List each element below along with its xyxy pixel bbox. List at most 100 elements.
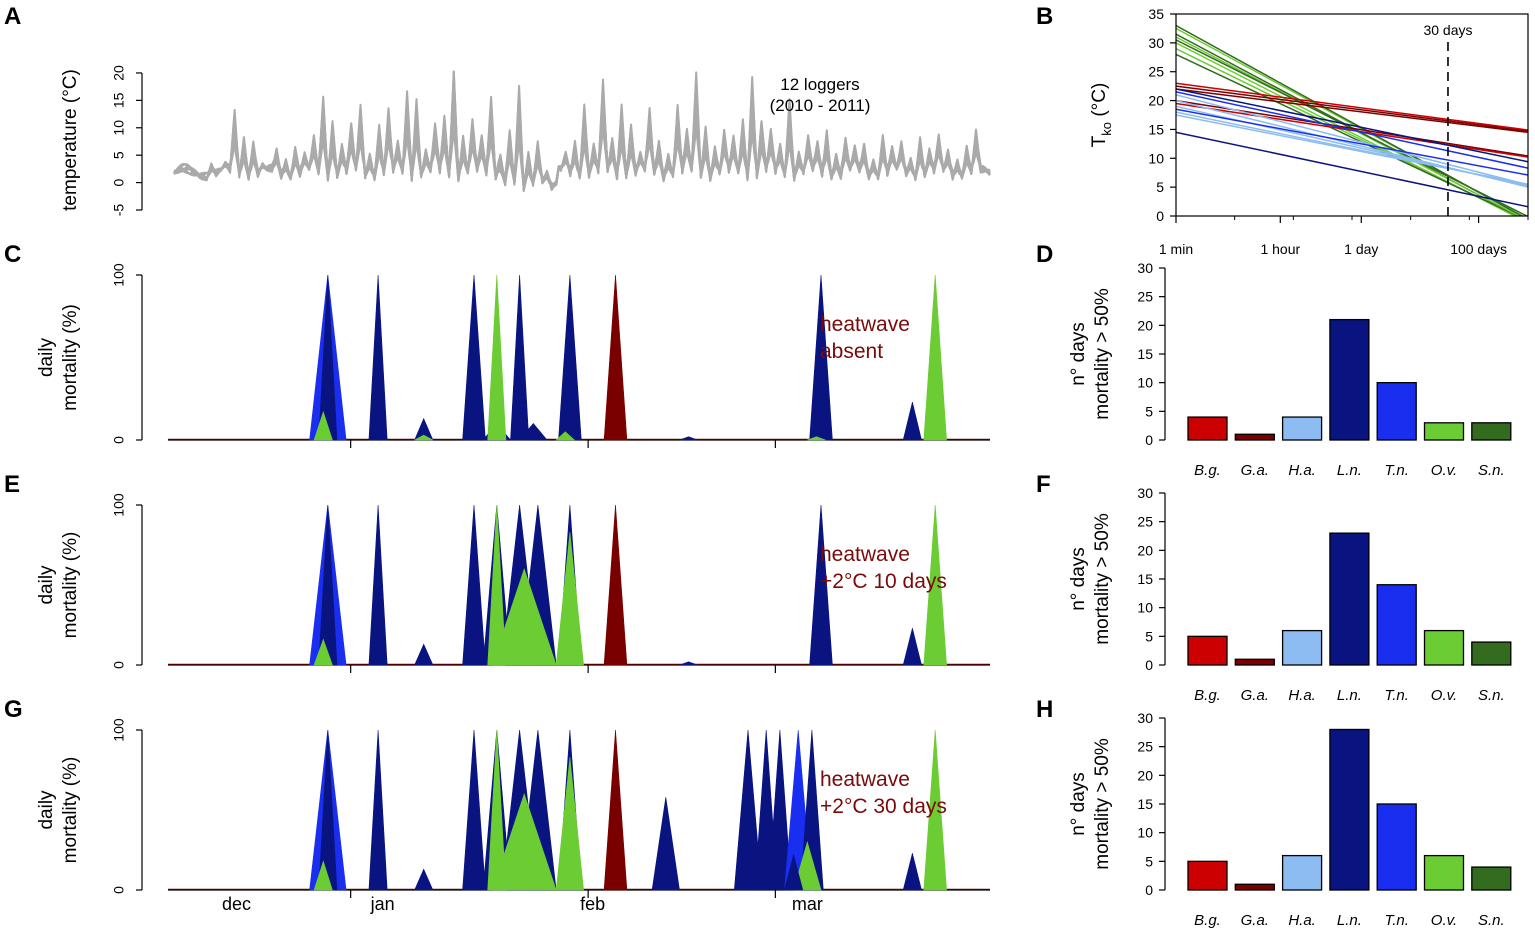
y-tick-label: 25: [1137, 289, 1153, 305]
y-tick-label: -5: [111, 204, 127, 217]
y-axis-label-line2: mortality > 50%: [1092, 513, 1113, 645]
bar-bg: [1187, 860, 1228, 891]
panel-label-f: F: [1036, 471, 1051, 498]
tko-line-bg: [1176, 82, 1528, 131]
mortality-peak-ln: [368, 729, 388, 891]
month-label: mar: [792, 894, 823, 914]
bar-category-label: T.n.: [1384, 687, 1408, 704]
y-label-unit: (°C): [1089, 83, 1110, 122]
bar-category-label: O.v.: [1431, 687, 1457, 704]
bar-category-label: T.n.: [1384, 462, 1408, 479]
logger-traces: [173, 70, 991, 193]
x-tick-label: 1 min: [1159, 241, 1193, 257]
mortality-peak-ov: [313, 410, 333, 441]
y-tick-label: 25: [1148, 64, 1164, 80]
x-axis-ticks: 1 min 1 hour 1 day 100 days: [1159, 216, 1529, 257]
y-tick-label: 0: [111, 178, 127, 186]
y-tick-label: 20: [1137, 542, 1153, 558]
bar-category-label: B.g.: [1194, 687, 1221, 704]
panel-label-e: E: [4, 471, 20, 498]
mortality-peak-ga: [603, 729, 628, 891]
mortality-peak-ov: [414, 434, 434, 441]
y-axis-label: temperature (°C): [60, 69, 81, 211]
y-tick-label: 10: [1137, 600, 1153, 616]
y-axis-label-line2: mortality (%): [60, 532, 81, 639]
y-tick-label: 10: [1148, 150, 1164, 166]
y-tick-label: 30: [1137, 260, 1153, 276]
bar-sn: [1471, 641, 1512, 666]
mortality-peak-ln: [462, 729, 486, 891]
scenario-label-line1: heatwave: [820, 768, 910, 791]
mortality-peak-ln: [679, 661, 698, 666]
y-tick-label: 0: [111, 436, 127, 444]
mortality-peak-ov: [491, 568, 557, 666]
y-axis-ticks: -5 0 5 10 15 20: [111, 65, 142, 216]
y-tick-label: 25: [1137, 514, 1153, 530]
bar-category-label: B.g.: [1194, 462, 1221, 479]
bar-category-label: B.g.: [1194, 912, 1221, 929]
y-axis-label-line2: mortality (%): [60, 757, 81, 864]
panel-g-mortality-chart: 100 0 daily mortality (%) heatwave +2°C 30 da…: [36, 718, 990, 914]
mortality-peak-ga: [603, 504, 628, 666]
y-tick-label: 0: [111, 661, 127, 669]
y-tick-label: 20: [1148, 93, 1164, 109]
tko-lines: [1176, 24, 1528, 216]
bar-ga: [1234, 433, 1275, 441]
bar-tn: [1376, 382, 1417, 441]
y-tick-label: 20: [1137, 767, 1153, 783]
y-tick-label: 0: [111, 886, 127, 894]
scenario-label-line2: absent: [820, 340, 883, 363]
y-tick-label: 5: [1145, 403, 1153, 419]
bar-category-label: H.a.: [1288, 912, 1316, 929]
tko-line-tn: [1176, 91, 1528, 169]
y-axis-label-line2: mortality > 50%: [1092, 738, 1113, 870]
y-axis-label-line1: n° days: [1068, 772, 1089, 836]
mortality-peak-ln: [414, 643, 434, 666]
y-axis-label: Tko (°C): [1089, 83, 1114, 148]
y-axis-ticks: 0 5 10 15 20 25 30 35: [1148, 6, 1176, 224]
y-tick-label: 25: [1137, 739, 1153, 755]
bar-sn: [1471, 422, 1512, 441]
bar-bg: [1187, 416, 1228, 441]
panel-label-g: G: [4, 696, 23, 723]
y-axis-label-line1: n° days: [1068, 322, 1089, 386]
bar-ha: [1281, 854, 1323, 891]
y-tick-label: 35: [1148, 6, 1164, 22]
y-label-subscript: ko: [1099, 122, 1114, 136]
y-tick-label: 0: [1145, 882, 1153, 898]
bar-ov: [1423, 422, 1465, 441]
tko-line-ga: [1176, 88, 1528, 134]
mortality-peak-ga: [603, 274, 628, 441]
y-tick-label: 15: [1137, 796, 1153, 812]
y-tick-label: 30: [1137, 710, 1153, 726]
bar-category-label: O.v.: [1431, 912, 1457, 929]
mortality-peak-ln: [902, 853, 922, 891]
bar-category-label: H.a.: [1288, 462, 1316, 479]
bar-ga: [1234, 883, 1275, 891]
y-tick-label: 15: [1137, 346, 1153, 362]
panel-e-mortality-chart: 100 0 daily mortality (%) heatwave +2°C 10 da…: [36, 493, 990, 673]
mortality-peak-ov: [487, 274, 507, 441]
tko-line-ha: [1176, 94, 1528, 186]
tko-line-tn: [1176, 108, 1528, 176]
y-tick-label: 5: [111, 151, 127, 159]
bar-ha: [1281, 416, 1323, 441]
tko-line-ha: [1176, 114, 1528, 185]
mortality-peak-ov: [555, 532, 584, 666]
bar-category-label: H.a.: [1288, 687, 1316, 704]
panel-label-b: B: [1036, 3, 1053, 30]
tko-line-ln: [1176, 88, 1528, 163]
bar-category-label: L.n.: [1337, 912, 1362, 929]
years-annotation: (2010 - 2011): [770, 96, 871, 115]
mortality-peak-ov: [923, 729, 947, 891]
mortality-peak-ln: [733, 729, 763, 891]
bar-ga: [1234, 658, 1275, 666]
y-tick-label: 10: [1137, 825, 1153, 841]
y-axis-label-line2: mortality (%): [60, 304, 81, 411]
y-label-main: T: [1089, 135, 1110, 147]
mortality-peak-ln: [368, 274, 388, 441]
y-axis-label-line1: n° days: [1068, 547, 1089, 611]
mortality-peak-ln: [809, 504, 833, 666]
mortality-peak-ln: [558, 274, 582, 441]
